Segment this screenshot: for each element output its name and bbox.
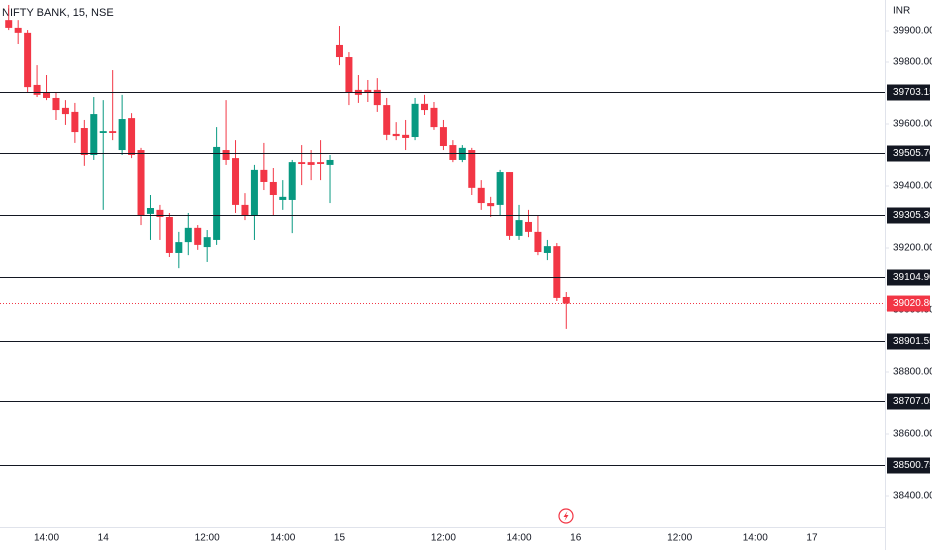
candle-body [288,162,296,200]
candle-body [534,231,542,253]
candle-body [156,209,164,217]
candle-body [5,20,13,28]
x-tick-label: 12:00 [667,533,692,544]
candle-body [90,114,98,155]
y-tick-label: 39200.00 [893,243,932,254]
y-tick-label: 39400.00 [893,181,932,192]
x-tick-label: 16 [570,533,582,544]
level-badge [887,393,930,410]
level-label: 39703.15 [893,87,932,98]
candle-body [392,133,400,137]
candle-body [430,107,438,128]
candle-body [260,169,268,182]
level-badge [887,457,930,474]
candle-body [118,119,126,151]
candle-body [184,227,192,243]
y-tick-label: 39800.00 [893,57,932,68]
candle-body [317,162,325,164]
candle-body [307,162,315,165]
candle-body [232,158,240,205]
candle-body [128,118,136,155]
candle-body [449,145,457,160]
candle-body [43,93,51,98]
candle-body [468,150,476,188]
candle-body [487,203,495,207]
candle-body [194,227,202,245]
candle-body [402,134,410,138]
y-tick-label: 39900.00 [893,26,932,37]
candle-body [203,237,211,248]
candle-body [71,111,79,133]
level-badge [887,269,930,286]
candle-body [250,169,258,216]
x-tick-label: 14 [98,533,110,544]
candle-body [52,97,60,111]
level-label: 38707.05 [893,396,932,407]
level-label: 39305.30 [893,210,932,221]
chart-title: NIFTY BANK, 15, NSE [2,7,114,19]
candle-body [439,127,447,147]
x-tick-label: 12:00 [195,533,220,544]
y-tick-label: 38400.00 [893,491,932,502]
candle-body [543,246,551,253]
candle-body [33,84,41,95]
candle-body [477,187,485,204]
candle-body [99,131,107,133]
level-label: 38901.55 [893,336,932,347]
candle-body [213,146,221,240]
candle-body [269,181,277,195]
candle-body [326,159,334,165]
candle-body [14,27,22,33]
x-tick-label: 12:00 [431,533,456,544]
candle-body [146,208,154,214]
candle-body [421,103,429,111]
candle-body [137,150,145,216]
candle-body [562,296,570,304]
candle-body [165,217,173,253]
x-tick-label: 17 [806,533,818,544]
candle-body [222,150,230,160]
candle-body [383,105,391,135]
candle-body [279,196,287,200]
candle-body [411,103,419,138]
candle-body [80,128,88,155]
candle-body [335,44,343,58]
x-tick-label: 15 [334,533,346,544]
candle-body [241,204,249,216]
x-tick-label: 14:00 [507,533,532,544]
last-price-label: 39020.80 [893,298,932,309]
candle-body [298,162,306,164]
candle-body [553,246,561,298]
candle-body [496,172,504,205]
x-tick-label: 14:00 [743,533,768,544]
currency-label: INR [893,6,910,17]
candle-body [61,107,69,115]
level-label: 39104.90 [893,272,932,283]
level-badge [887,333,930,350]
candle-body [109,131,117,133]
level-label: 39505.70 [893,148,932,159]
x-tick-label: 14:00 [270,533,295,544]
y-tick-label: 39600.00 [893,119,932,130]
candle-body [373,89,381,106]
y-tick-label: 38600.00 [893,429,932,440]
candle-body [515,220,523,236]
event-icon[interactable] [558,508,574,524]
candle-body [364,89,372,93]
last-price-badge [887,295,930,312]
candle-body [506,172,514,236]
level-badge [887,145,930,162]
candle-body [345,57,353,93]
level-label: 38500.75 [893,460,932,471]
level-badge [887,207,930,224]
level-badge [887,84,930,101]
candle-body [524,221,532,232]
y-tick-label: 38800.00 [893,367,932,378]
candle-body [175,242,183,253]
x-tick-label: 14:00 [34,533,59,544]
candle-body [24,32,32,88]
